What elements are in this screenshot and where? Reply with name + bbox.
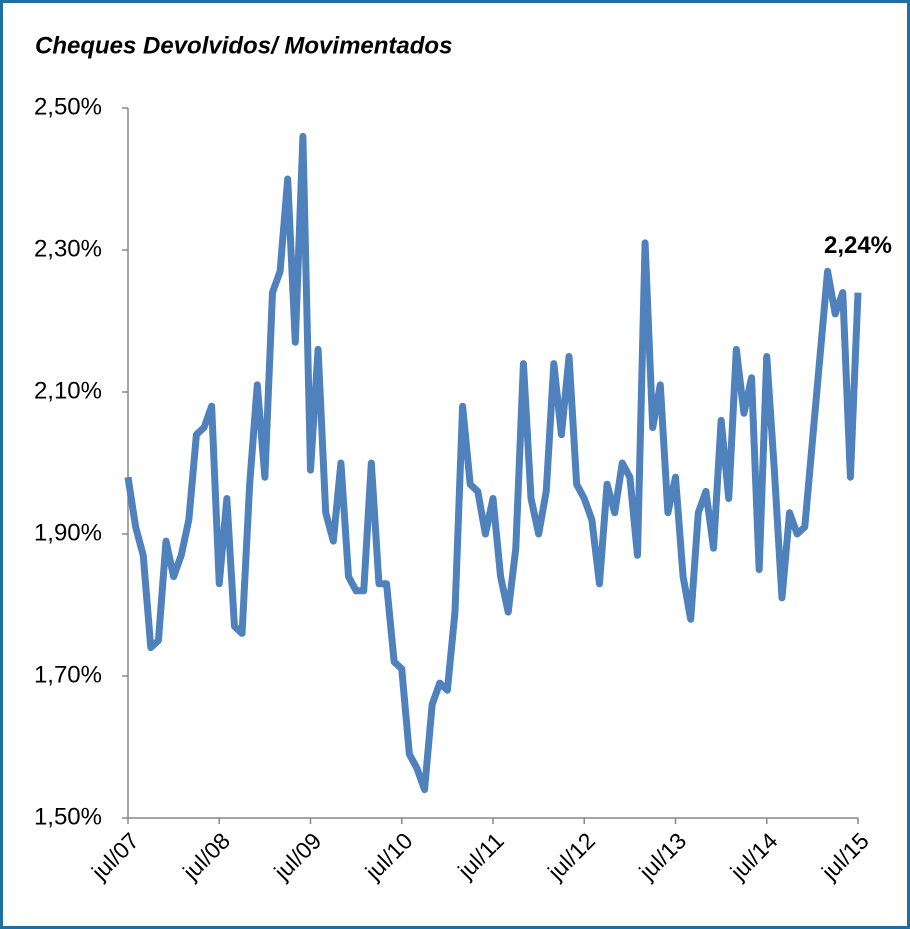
- data-line: [124, 132, 862, 794]
- y-tick-label: 2,10%: [34, 377, 102, 404]
- chart-title: Cheques Devolvidos/ Movimentados: [35, 32, 452, 59]
- y-tick-label: 1,50%: [34, 803, 102, 830]
- data-label: 2,24%: [824, 232, 892, 259]
- y-tick-label: 1,70%: [34, 661, 102, 688]
- y-tick-label: 2,30%: [34, 235, 102, 262]
- y-tick-label: 2,50%: [34, 93, 102, 120]
- y-tick-label: 1,90%: [34, 519, 102, 546]
